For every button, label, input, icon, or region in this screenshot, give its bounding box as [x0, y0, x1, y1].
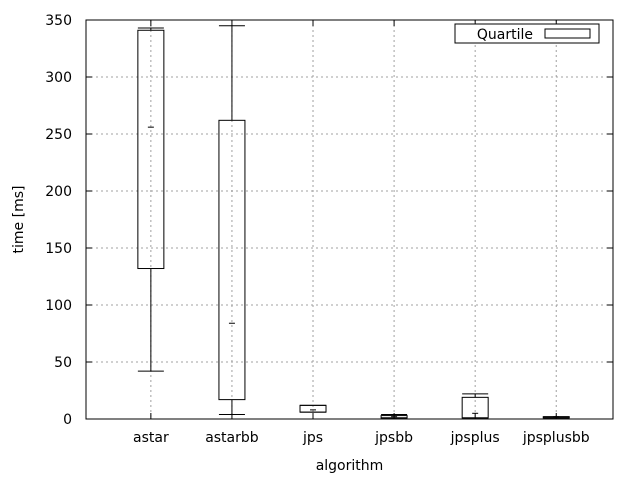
x-tick-label: astar	[133, 430, 169, 446]
x-tick-label: jpsplusbb	[522, 430, 590, 446]
plot-frame	[85, 19, 614, 420]
y-tick-label: 150	[45, 241, 72, 257]
x-tick-label: jpsplus	[450, 430, 500, 446]
box-astarbb	[218, 25, 246, 415]
y-tick-label: 50	[54, 355, 72, 371]
x-axis-ticks: astar astarbb jps jpsbb jpsplus jpsplusbb	[133, 20, 590, 446]
box-astar	[137, 27, 165, 372]
y-tick-label: 0	[63, 412, 72, 428]
y-tick-label: 100	[45, 298, 72, 314]
iqr-box	[137, 29, 165, 270]
y-axis-ticks: 0 50 100 150 200 250 300 350	[45, 13, 613, 428]
y-tick-label: 250	[45, 127, 72, 143]
x-tick-label: jpsbb	[374, 430, 413, 446]
legend-swatch	[544, 28, 591, 39]
iqr-box	[299, 404, 327, 413]
y-axis-label: time [ms]	[11, 186, 27, 254]
legend-label: Quartile	[477, 27, 533, 43]
x-tick-label: jps	[302, 430, 323, 446]
x-axis-label: algorithm	[316, 458, 384, 474]
legend: Quartile	[454, 23, 600, 44]
iqr-box	[218, 119, 246, 401]
y-tick-label: 350	[45, 13, 72, 29]
y-tick-label: 300	[45, 70, 72, 86]
x-tick-label: astarbb	[205, 430, 259, 446]
box-jps	[299, 404, 327, 413]
y-tick-label: 200	[45, 184, 72, 200]
